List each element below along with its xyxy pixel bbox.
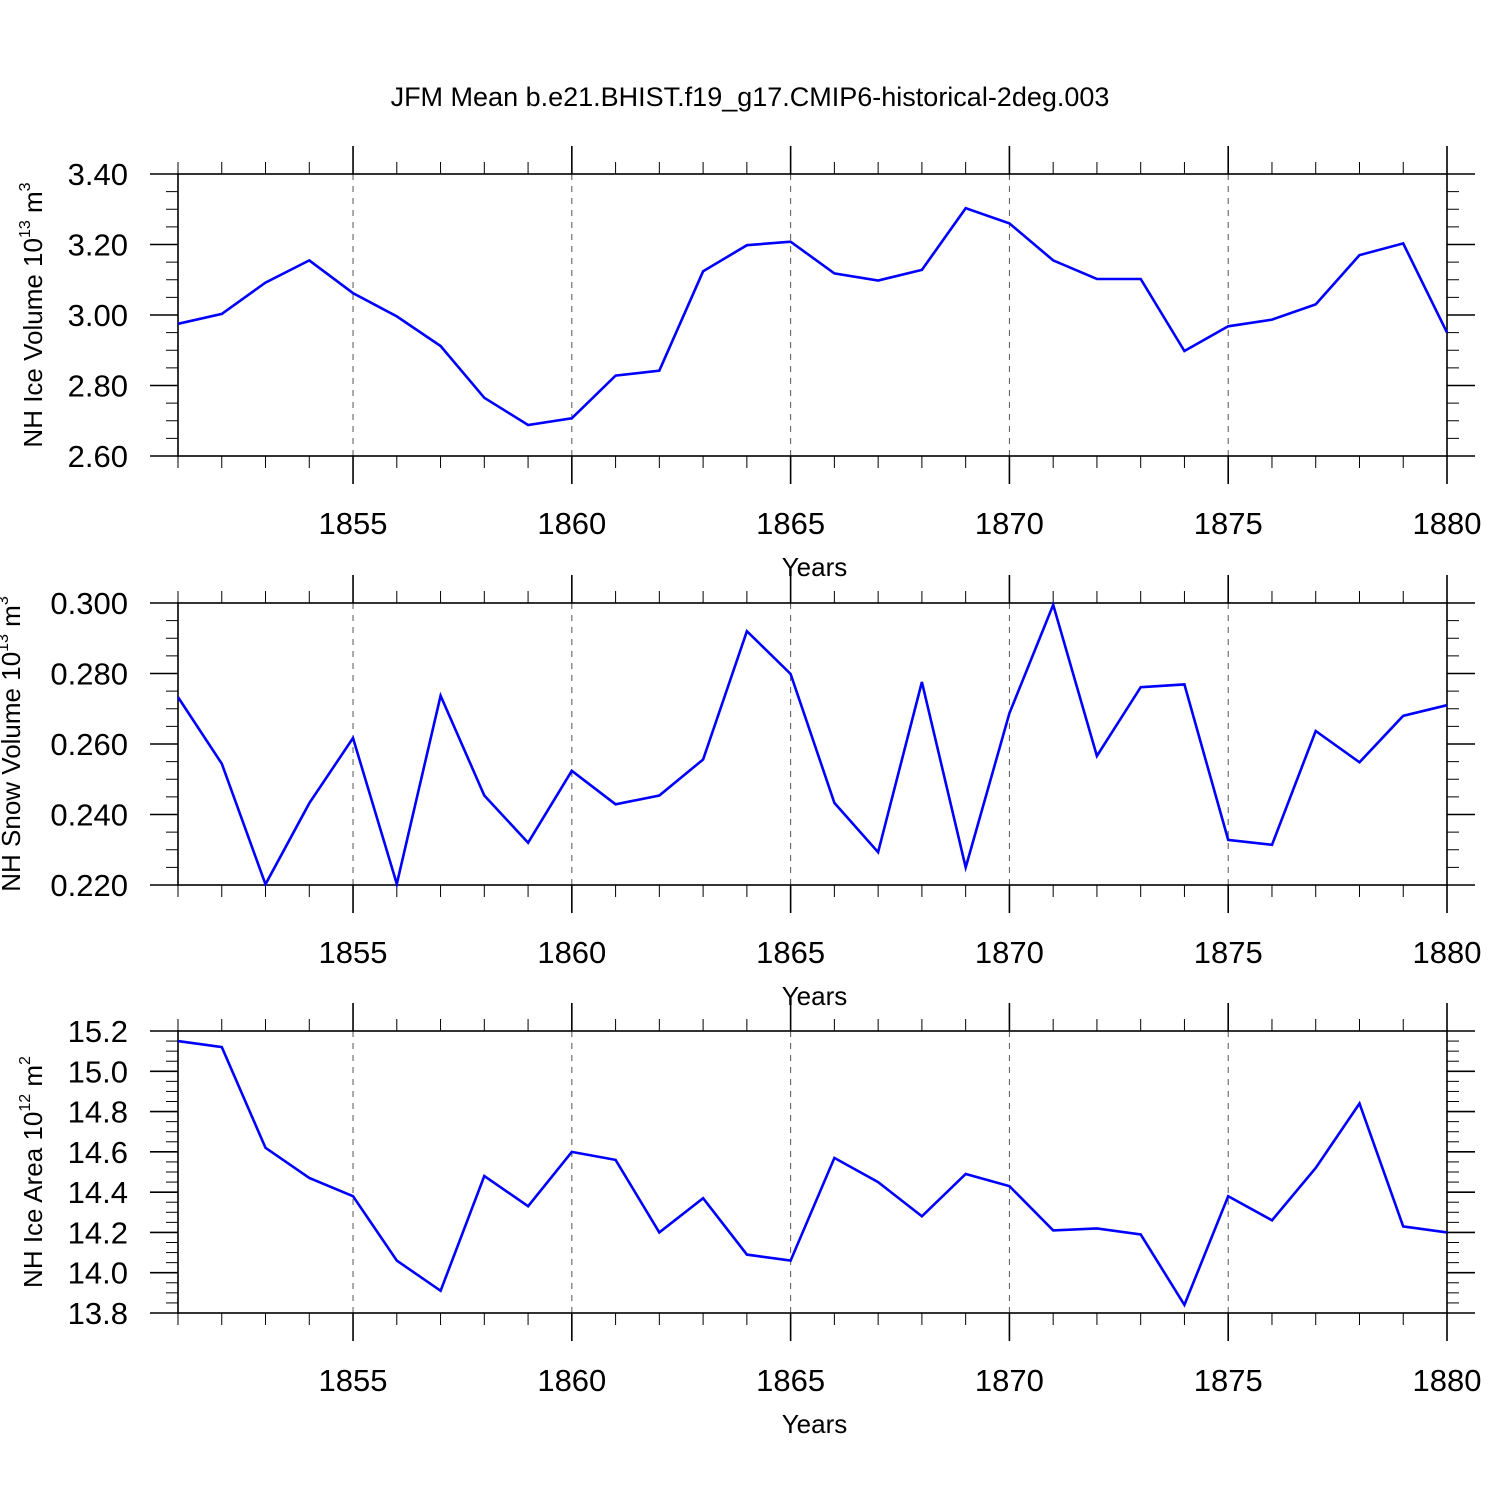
y-tick-label: 14.6: [68, 1135, 128, 1170]
x-tick-label: 1865: [756, 1363, 825, 1398]
x-tick-label: 1870: [975, 935, 1044, 970]
x-tick-label: 1855: [319, 506, 388, 541]
y-tick-label: 0.300: [50, 586, 128, 621]
y-tick-label: 14.8: [68, 1095, 128, 1130]
x-tick-label: 1860: [537, 1363, 606, 1398]
y-tick-label: 3.00: [68, 298, 128, 333]
y-tick-label: 0.260: [50, 727, 128, 762]
x-axis-label: Years: [782, 552, 848, 582]
y-tick-label: 3.20: [68, 228, 128, 263]
series-line-1: [176, 600, 1448, 889]
plot-frame: [177, 602, 1448, 886]
y-tick-label: 15.0: [68, 1054, 128, 1089]
x-tick-label: 1880: [1413, 506, 1482, 541]
y-tick-label: 14.0: [68, 1256, 128, 1291]
x-tick-label: 1875: [1194, 506, 1263, 541]
y-tick-label: 14.2: [68, 1215, 128, 1250]
x-tick-label: 1880: [1413, 935, 1482, 970]
series-line-1: [177, 206, 1449, 427]
y-tick-label: 13.8: [68, 1296, 128, 1331]
plot-frame: [177, 1030, 1448, 1314]
panel-1: 2.60 2.80 3.00 3.20 3.40 1855 1860 1865 1870 1875…: [17, 146, 1481, 582]
y-tick-label: 0.280: [50, 657, 128, 692]
panel-3: 13.8 14.0 14.2 14.4 14.6 14.8 15.0 15.2 1855 1860…: [17, 1003, 1481, 1439]
y-tick-label: 3.40: [68, 157, 128, 192]
y-axis-label: NH Ice Volume 1013 m3: [17, 182, 48, 447]
panel-2: 0.220 0.240 0.260 0.280 0.300 1855 1860 1865 187…: [0, 575, 1481, 1011]
x-tick-label: 1860: [537, 506, 606, 541]
x-tick-label: 1865: [756, 506, 825, 541]
x-tick-label: 1860: [537, 935, 606, 970]
plot-frame: [177, 173, 1448, 457]
x-axis-label: Years: [782, 1409, 848, 1439]
x-axis-label: Years: [782, 981, 848, 1011]
figure-title: JFM Mean b.e21.BHIST.f19_g17.CMIP6-histo…: [390, 82, 1110, 112]
y-tick-label: 14.4: [68, 1175, 128, 1210]
x-tick-label: 1870: [975, 506, 1044, 541]
y-tick-label: 0.220: [50, 868, 128, 903]
x-tick-label: 1865: [756, 935, 825, 970]
x-tick-label: 1875: [1194, 935, 1263, 970]
x-tick-label: 1880: [1413, 1363, 1482, 1398]
y-axis-label: NH Snow Volume 1013 m3: [0, 596, 26, 892]
x-tick-label: 1855: [319, 935, 388, 970]
y-tick-label: 0.240: [50, 798, 128, 833]
x-tick-label: 1875: [1194, 1363, 1263, 1398]
series-line-1: [177, 1039, 1448, 1308]
y-tick-label: 15.2: [68, 1014, 128, 1049]
y-tick-label: 2.60: [68, 439, 128, 474]
x-tick-label: 1870: [975, 1363, 1044, 1398]
x-tick-label: 1855: [319, 1363, 388, 1398]
y-tick-label: 2.80: [68, 369, 128, 404]
y-axis-label: NH Ice Area 1012 m2: [17, 1056, 48, 1288]
